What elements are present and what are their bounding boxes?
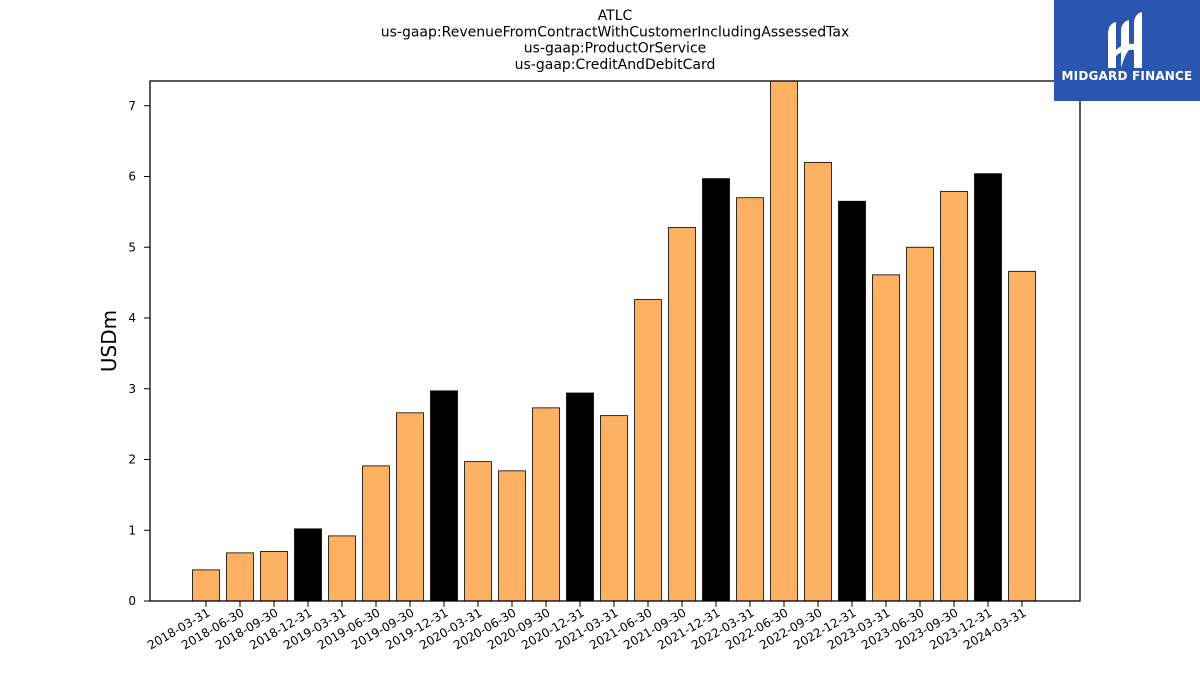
y-tick-label: 0 bbox=[128, 594, 136, 608]
bar bbox=[1008, 270, 1036, 602]
bar bbox=[532, 407, 560, 602]
plot-frame bbox=[149, 80, 1081, 602]
bar bbox=[940, 190, 968, 602]
title-line: us-gaap:CreditAndDebitCard bbox=[515, 57, 716, 73]
title-line: ATLC bbox=[598, 8, 633, 24]
bar bbox=[906, 246, 934, 602]
title-line: us-gaap:RevenueFromContractWithCustomerI… bbox=[381, 24, 850, 40]
bar bbox=[566, 392, 594, 602]
bar bbox=[736, 197, 764, 602]
bars-group bbox=[192, 80, 1036, 602]
bar bbox=[328, 535, 356, 602]
y-axis: 0 1 2 3 4 5 6 7 bbox=[128, 99, 150, 608]
y-tick-label: 7 bbox=[128, 99, 136, 113]
bar bbox=[838, 200, 866, 602]
bar bbox=[260, 551, 288, 602]
midgard-finance-logo: MIDGARD FINANCE bbox=[1054, 0, 1200, 101]
bar bbox=[770, 80, 798, 602]
y-tick-label: 5 bbox=[128, 240, 136, 254]
bar bbox=[464, 461, 492, 602]
bar bbox=[634, 299, 662, 602]
bar bbox=[668, 227, 696, 602]
bar bbox=[804, 161, 832, 602]
y-tick-label: 2 bbox=[128, 453, 136, 467]
title-line: us-gaap:ProductOrService bbox=[524, 41, 707, 57]
y-tick-label: 3 bbox=[128, 382, 136, 396]
bar bbox=[600, 415, 628, 602]
chart-title: ATLCus-gaap:RevenueFromContractWithCusto… bbox=[381, 8, 850, 73]
bar bbox=[396, 412, 424, 602]
bar bbox=[498, 470, 526, 602]
midgard-logo-icon bbox=[1108, 12, 1142, 68]
logo-text: MIDGARD FINANCE bbox=[1061, 69, 1193, 83]
bar bbox=[430, 390, 458, 602]
bar bbox=[226, 552, 254, 602]
y-axis-label: USDm bbox=[97, 310, 121, 372]
y-tick-label: 4 bbox=[128, 311, 136, 325]
y-tick-label: 1 bbox=[128, 523, 136, 537]
bar bbox=[192, 569, 220, 602]
bar bbox=[974, 173, 1002, 602]
bar bbox=[294, 528, 322, 602]
bar bbox=[362, 465, 390, 602]
bar bbox=[872, 274, 900, 602]
y-tick-label: 6 bbox=[128, 170, 136, 184]
x-axis: 2018-03-312018-06-302018-09-302018-12-31… bbox=[145, 601, 1029, 652]
bar bbox=[702, 178, 730, 602]
